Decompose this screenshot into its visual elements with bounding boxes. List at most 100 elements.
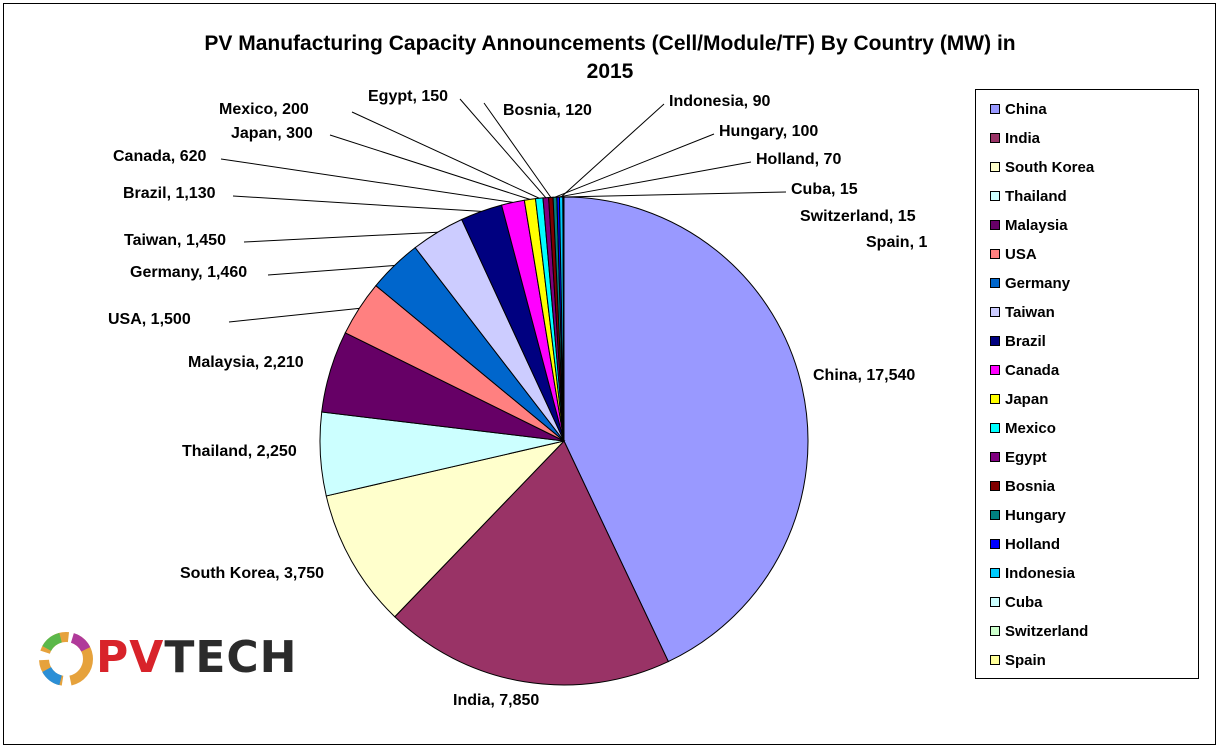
data-label-hungary: Hungary, 100 [719, 123, 818, 140]
data-label-mexico: Mexico, 200 [219, 101, 309, 118]
pvtech-logo-text: PVTECH [96, 634, 298, 682]
legend-item-germany: Germany [990, 274, 1070, 292]
legend-swatch [990, 597, 1000, 607]
legend-item-india: India [990, 129, 1040, 147]
leader-line-japan [329, 134, 531, 200]
chart-legend: China India South Korea Thailand Malaysia USA… [975, 89, 1199, 679]
chart-title-line-2: 2015 [586, 60, 634, 83]
leader-line-holland [558, 161, 752, 198]
legend-label: China [1005, 100, 1047, 118]
legend-swatch [990, 133, 1000, 143]
chart-title: PV Manufacturing Capacity Announcements … [120, 30, 1100, 86]
data-label-usa: USA, 1,500 [108, 311, 191, 328]
legend-label: Thailand [1005, 187, 1067, 205]
chart-title-line-1: PV Manufacturing Capacity Announcements … [204, 32, 1016, 55]
pvtech-logo-icon [39, 632, 93, 686]
legend-label: Bosnia [1005, 477, 1056, 495]
data-label-spain: Spain, 1 [866, 234, 927, 251]
legend-label: Malaysia [1005, 216, 1068, 234]
legend-swatch [990, 104, 1000, 114]
legend-swatch [990, 481, 1000, 491]
legend-label: Canada [1005, 361, 1060, 379]
leader-line-hungary [554, 133, 715, 198]
legend-swatch [990, 626, 1000, 636]
legend-item-malaysia: Malaysia [990, 216, 1068, 234]
legend-item-usa: USA [990, 245, 1037, 263]
data-label-bosnia: Bosnia, 120 [503, 102, 592, 119]
data-label-thailand: Thailand, 2,250 [182, 443, 297, 460]
legend-item-switzerland: Switzerland [990, 622, 1088, 640]
data-label-malaysia: Malaysia, 2,210 [188, 354, 304, 371]
legend-item-bosnia: Bosnia [990, 477, 1055, 495]
pie-slice-china [563, 196, 809, 663]
data-label-taiwan: Taiwan, 1,450 [124, 232, 226, 249]
leader-line-mexico [351, 111, 540, 199]
data-label-japan: Japan, 300 [231, 125, 313, 142]
legend-item-holland: Holland [990, 535, 1060, 553]
data-label-holland: Holland, 70 [756, 151, 841, 168]
leader-line-bosnia [483, 102, 552, 198]
legend-label: Cuba [1005, 593, 1043, 611]
legend-item-spain: Spain [990, 651, 1046, 669]
pie-slice-south-korea [325, 440, 566, 618]
legend-item-egypt: Egypt [990, 448, 1047, 466]
legend-label: Spain [1005, 651, 1046, 669]
legend-swatch [990, 365, 1000, 375]
data-label-cuba: Cuba, 15 [791, 181, 858, 198]
data-label-india: India, 7,850 [453, 692, 539, 709]
pie-slice-india [394, 440, 669, 686]
logo-prefix: PV [96, 632, 165, 683]
leader-line-germany [267, 265, 395, 276]
legend-item-china: China [990, 100, 1047, 118]
legend-swatch [990, 539, 1000, 549]
legend-label: Switzerland [1005, 622, 1089, 640]
legend-label: South Korea [1005, 158, 1095, 176]
legend-label: Germany [1005, 274, 1071, 292]
legend-swatch [990, 249, 1000, 259]
legend-swatch [990, 510, 1000, 520]
legend-label: USA [1005, 245, 1037, 263]
legend-swatch [990, 191, 1000, 201]
data-label-switzerland: Switzerland, 15 [800, 208, 916, 225]
data-label-canada: Canada, 620 [113, 148, 206, 165]
legend-item-taiwan: Taiwan [990, 303, 1055, 321]
legend-swatch [990, 278, 1000, 288]
legend-label: India [1005, 129, 1041, 147]
data-label-germany: Germany, 1,460 [130, 264, 247, 281]
legend-item-indonesia: Indonesia [990, 564, 1075, 582]
leader-line-indonesia [560, 103, 665, 198]
legend-swatch [990, 307, 1000, 317]
legend-label: Mexico [1005, 419, 1056, 437]
legend-swatch [990, 423, 1000, 433]
data-label-egypt: Egypt, 150 [368, 88, 448, 105]
data-label-south-korea: South Korea, 3,750 [180, 565, 324, 582]
legend-item-south-korea: South Korea [990, 158, 1094, 176]
pvtech-logo: PVTECH [36, 628, 306, 690]
legend-swatch [990, 162, 1000, 172]
legend-item-japan: Japan [990, 390, 1048, 408]
leader-line-brazil [232, 195, 482, 212]
leader-line-usa [228, 307, 360, 323]
legend-item-thailand: Thailand [990, 187, 1067, 205]
logo-suffix: TECH [164, 632, 298, 683]
legend-item-cuba: Cuba [990, 593, 1043, 611]
legend-item-brazil: Brazil [990, 332, 1046, 350]
data-label-indonesia: Indonesia, 90 [669, 93, 770, 110]
leader-line-cuba [563, 191, 787, 198]
leader-line-egypt [459, 98, 547, 199]
legend-label: Japan [1005, 390, 1049, 408]
legend-label: Holland [1005, 535, 1060, 553]
legend-swatch [990, 452, 1000, 462]
data-label-brazil: Brazil, 1,130 [123, 185, 216, 202]
legend-swatch [990, 568, 1000, 578]
leader-line-taiwan [243, 231, 438, 243]
legend-swatch [990, 220, 1000, 230]
legend-swatch [990, 655, 1000, 665]
legend-item-canada: Canada [990, 361, 1059, 379]
legend-label: Hungary [1005, 506, 1066, 524]
leader-line-canada [220, 158, 513, 203]
data-label-china: China, 17,540 [813, 367, 915, 384]
legend-label: Brazil [1005, 332, 1046, 350]
legend-label: Egypt [1005, 448, 1047, 466]
chart-frame [3, 3, 1216, 745]
